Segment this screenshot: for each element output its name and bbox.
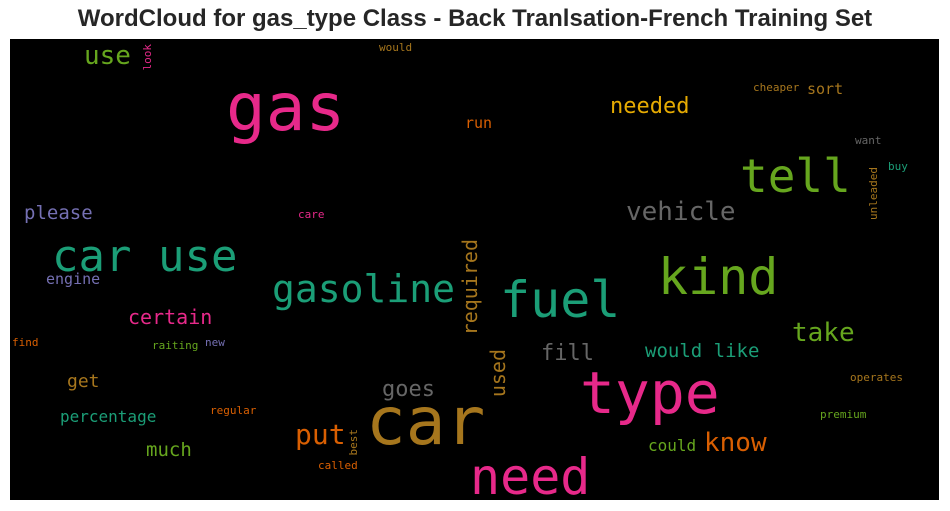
word-percentage: percentage (60, 407, 157, 426)
word-car-use: car use (52, 231, 238, 282)
word-would: would (379, 41, 413, 54)
word-know: know (704, 428, 767, 458)
word-certain: certain (128, 305, 213, 329)
word-used: used (486, 349, 510, 398)
chart-title: WordCloud for gas_type Class - Back Tran… (77, 5, 873, 32)
word-fill: fill (541, 341, 594, 366)
word-type: type (580, 359, 720, 427)
word-goes: goes (382, 377, 435, 402)
word-gasoline: gasoline (272, 267, 456, 311)
word-would-like: would like (645, 340, 760, 362)
word-fuel: fuel (500, 271, 621, 329)
word-want: want (855, 134, 882, 147)
word-find: find (12, 336, 39, 349)
word-car: car (366, 383, 486, 460)
word-sort: sort (807, 80, 844, 98)
word-cheaper: cheaper (753, 81, 800, 94)
word-called: called (318, 459, 358, 472)
word-raiting: raiting (152, 339, 199, 352)
word-use: use (84, 41, 131, 71)
word-run: run (465, 114, 493, 132)
word-needed: needed (610, 94, 690, 119)
word-operates: operates (850, 371, 903, 384)
word-get: get (67, 371, 100, 392)
word-gas: gas (226, 69, 346, 146)
word-put: put (295, 418, 346, 451)
word-much: much (146, 439, 192, 461)
word-premium: premium (820, 408, 867, 421)
word-buy: buy (888, 160, 908, 173)
word-vehicle: vehicle (626, 197, 736, 227)
word-look: look (141, 44, 154, 71)
word-please: please (24, 202, 93, 224)
word-could: could (648, 436, 697, 455)
word-engine: engine (46, 270, 101, 288)
word-required: required (458, 239, 482, 336)
wordcloud-canvas: car gas type need kind fuel car use tell gasolin… (10, 39, 939, 500)
word-kind: kind (658, 248, 779, 306)
word-tell: tell (740, 149, 851, 203)
word-regular: regular (210, 404, 257, 417)
word-care: care (298, 208, 325, 221)
word-new: new (205, 336, 225, 349)
word-take: take (792, 318, 855, 348)
word-unleaded: unleaded (867, 167, 880, 220)
word-need: need (470, 448, 591, 500)
word-best: best (347, 429, 360, 456)
